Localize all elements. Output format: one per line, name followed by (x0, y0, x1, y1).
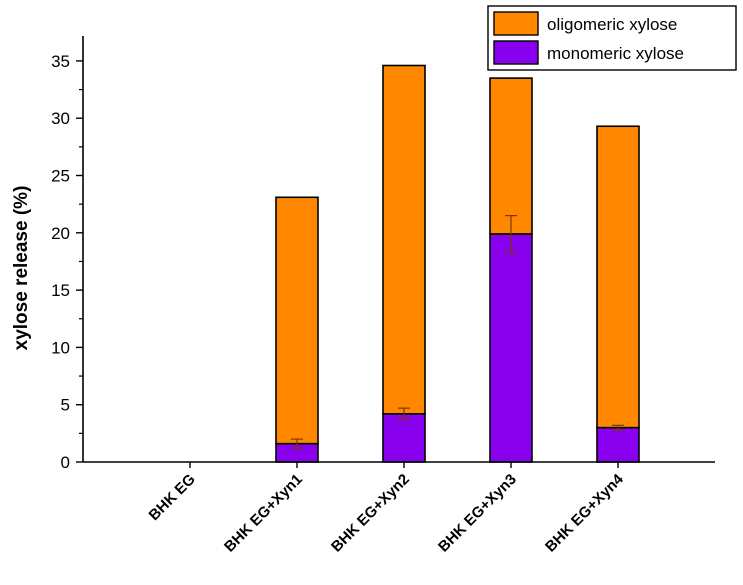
y-tick-label-5: 5 (61, 396, 70, 415)
legend-label-2: monomeric xylose (547, 44, 684, 63)
y-tick-label-25: 25 (51, 167, 70, 186)
x-tick-label-2: BHK EG+Xyn1 (221, 471, 306, 556)
x-tick-label-5: BHK EG+Xyn4 (542, 470, 627, 555)
bar-oligomeric-2 (275, 196, 319, 445)
bar-oligomeric-3 (382, 64, 426, 415)
y-tick-label-35: 35 (51, 52, 70, 71)
legend-swatch-2 (493, 40, 539, 65)
error-bar-monomeric-4 (505, 215, 517, 253)
y-tick-label-30: 30 (51, 109, 70, 128)
legend: oligomeric xylose monomeric xylose (487, 5, 737, 71)
y-axis-title: xylose release (%) (11, 186, 32, 351)
x-tick-label-1: BHK EG (146, 471, 199, 524)
error-bar-monomeric-3 (398, 407, 410, 421)
bar-oligomeric-4 (489, 77, 533, 235)
x-tick-label-4: BHK EG+Xyn3 (435, 471, 520, 556)
bar-monomeric-5 (596, 426, 640, 463)
bar-monomeric-4 (489, 233, 533, 463)
bar-oligomeric-5 (596, 125, 640, 429)
plot-area (275, 64, 640, 463)
legend-label-1: oligomeric xylose (547, 15, 677, 34)
y-tick-label-15: 15 (51, 281, 70, 300)
y-tick-label-10: 10 (51, 338, 70, 357)
bar-monomeric-3 (382, 413, 426, 463)
y-tick-label-20: 20 (51, 224, 70, 243)
error-bar-monomeric-5 (612, 424, 624, 431)
y-tick-label-0: 0 (61, 453, 70, 472)
error-bar-monomeric-2 (291, 438, 303, 449)
x-tick-label-3: BHK EG+Xyn2 (328, 471, 413, 556)
legend-swatch-1 (493, 11, 539, 36)
